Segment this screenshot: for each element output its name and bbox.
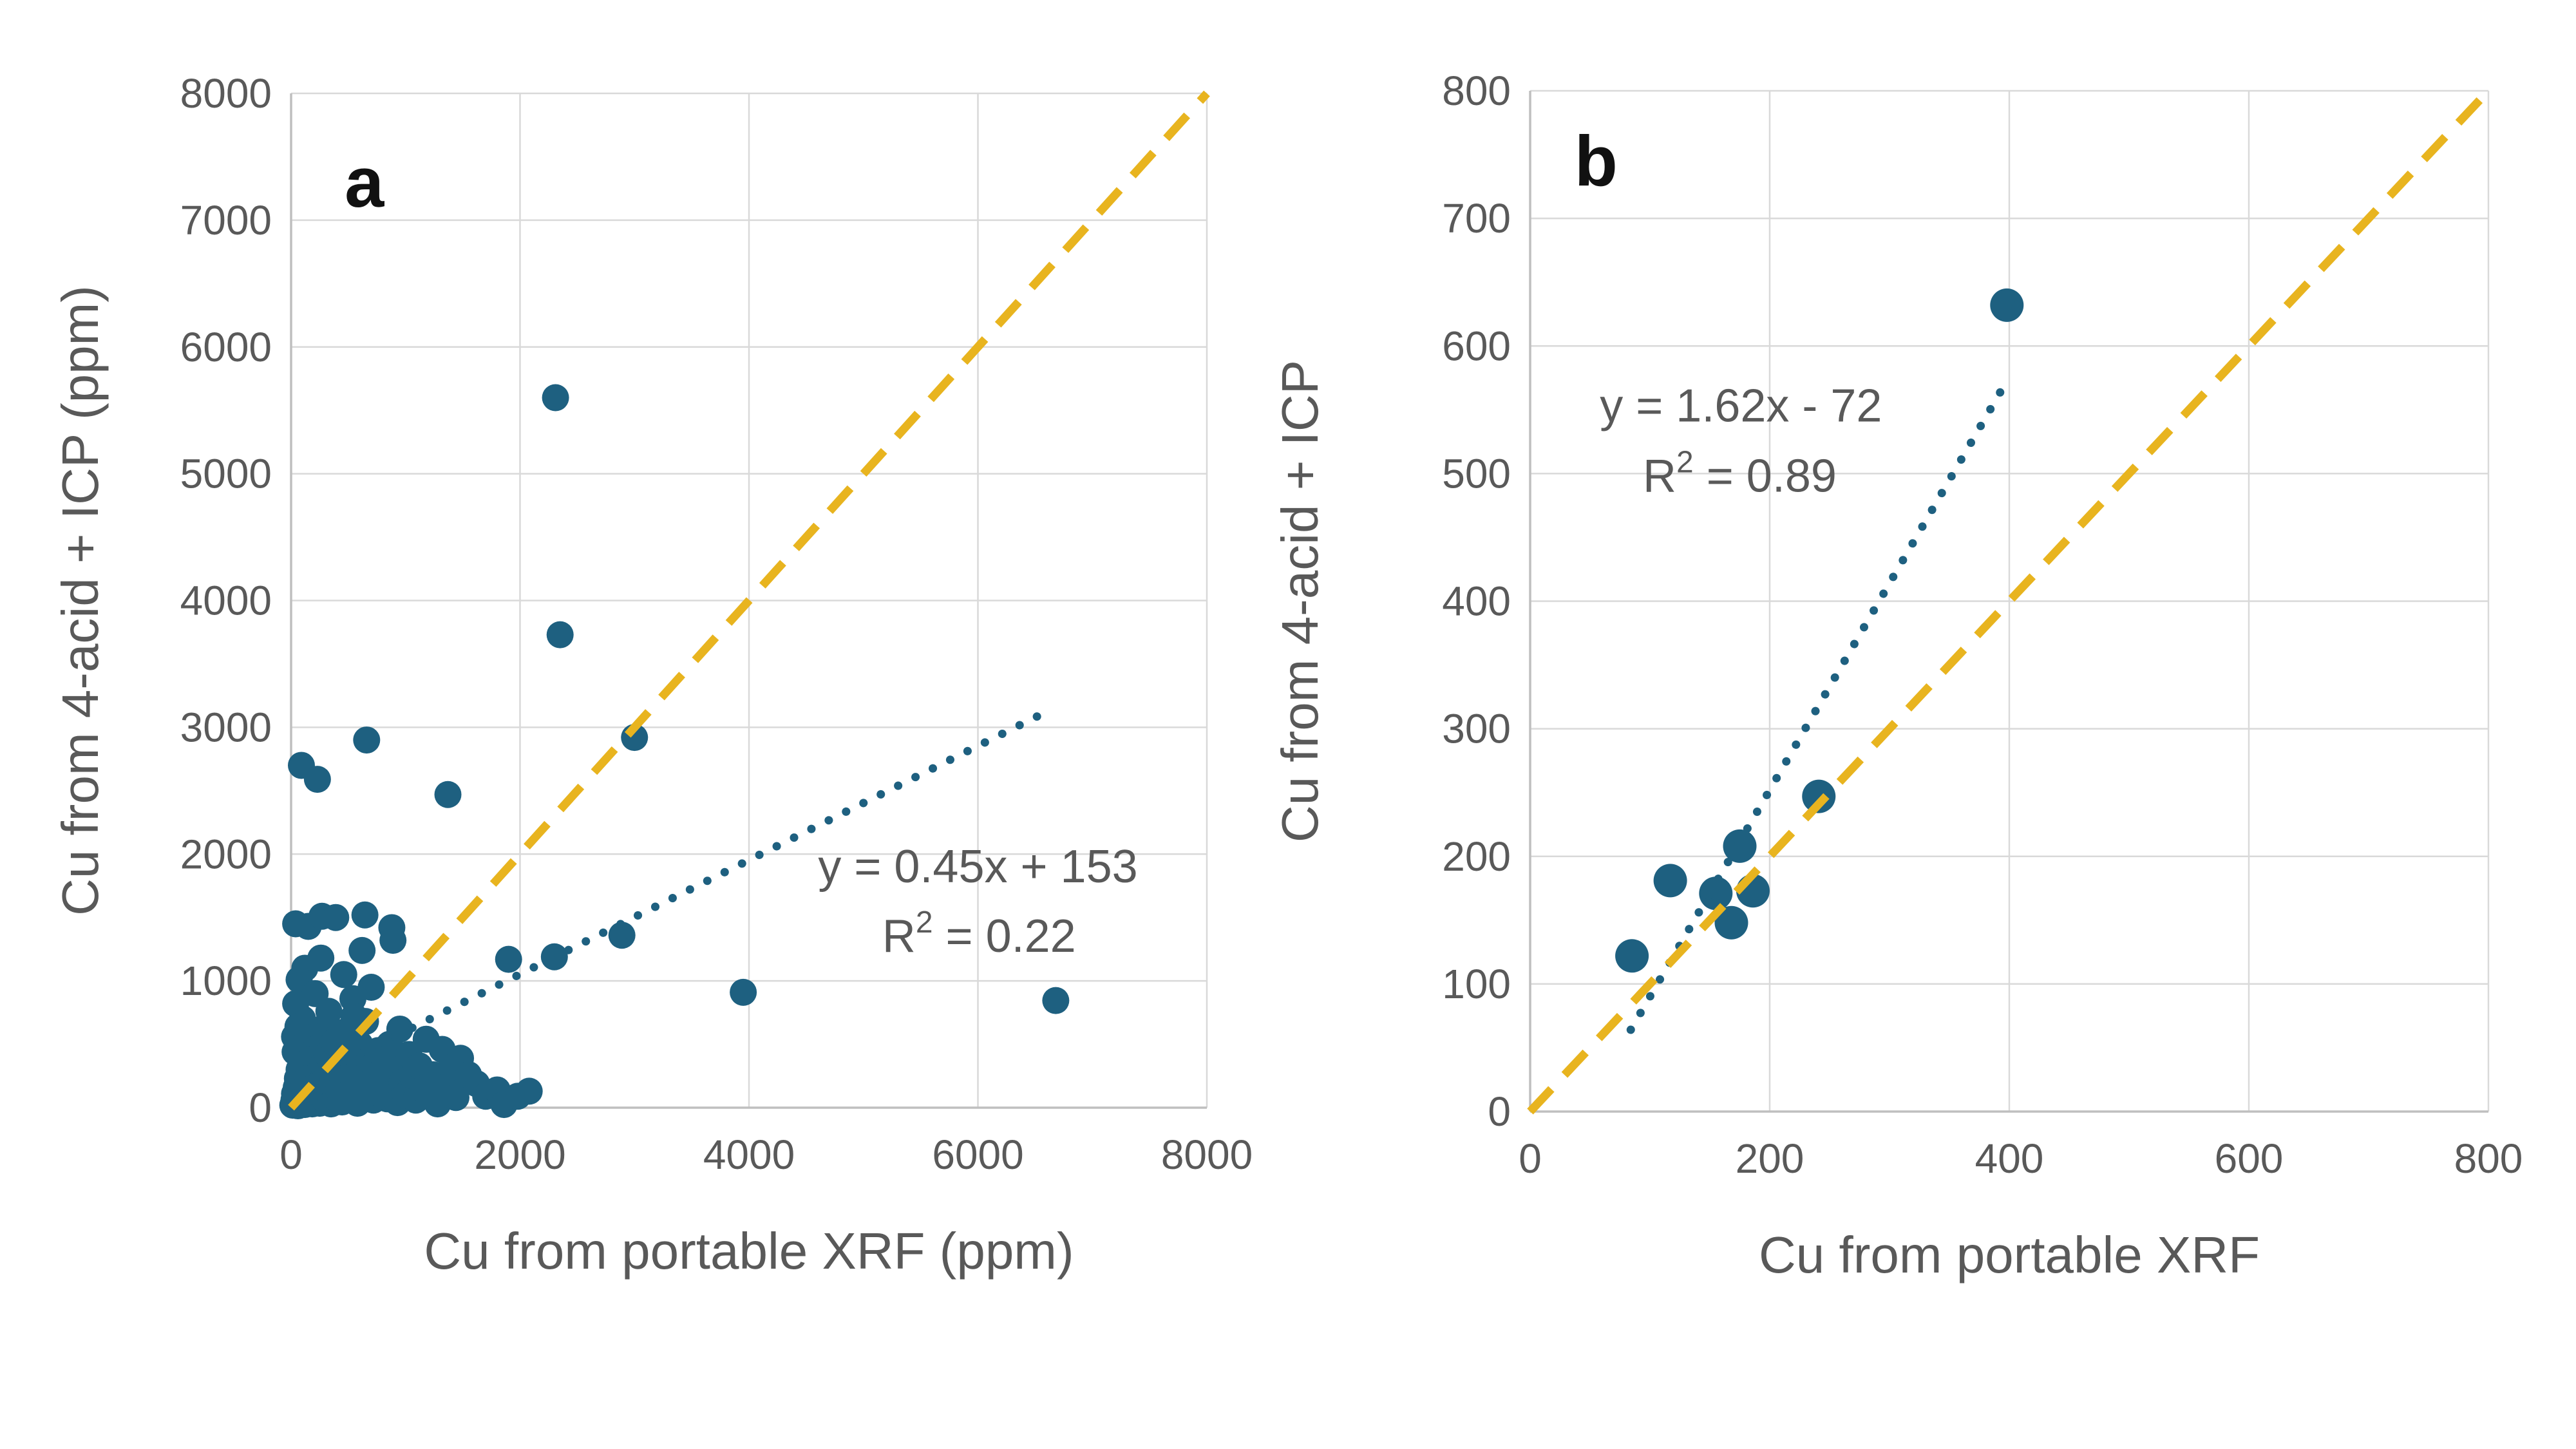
x-tick-label: 2000: [474, 1132, 565, 1178]
x-tick-label: 0: [1519, 1135, 1542, 1182]
y-tick-label: 5000: [180, 451, 272, 497]
data-point: [1699, 876, 1733, 911]
data-point: [357, 973, 385, 1001]
x-tick-label: 800: [2454, 1135, 2523, 1182]
data-point: [1615, 939, 1649, 973]
data-point: [351, 901, 379, 929]
data-point: [303, 766, 331, 793]
y-tick-label: 500: [1442, 450, 1511, 497]
trend-line: [1626, 381, 2009, 1034]
panel-a: 0 2000 4000 6000 8000 0 1000 2000 3000 4000 5000 60…: [52, 70, 1253, 1280]
y-tick-label: 400: [1442, 578, 1511, 625]
y-tick-label: 8000: [180, 70, 272, 117]
y-tick-label: 2000: [180, 831, 272, 877]
x-tick-label: 4000: [703, 1132, 795, 1178]
data-point: [1714, 905, 1748, 940]
trend-r2: R2 = 0.89: [1643, 445, 1837, 502]
trend-equation: y = 1.62x - 72: [1600, 380, 1882, 431]
data-point: [542, 384, 569, 412]
data-point: [348, 936, 376, 964]
data-point: [442, 1084, 469, 1112]
x-axis-title: Cu from portable XRF: [1759, 1226, 2260, 1283]
y-tick-label: 300: [1442, 706, 1511, 752]
x-tick-label: 200: [1736, 1135, 1804, 1182]
y-tick-label: 600: [1442, 323, 1511, 369]
data-point: [1042, 987, 1070, 1014]
identity-line: [288, 90, 1210, 1111]
identity-line: [1527, 88, 2492, 1115]
x-tick-label: 8000: [1161, 1132, 1253, 1178]
y-tick-label: 6000: [180, 324, 272, 370]
data-point: [608, 922, 636, 949]
data-point: [322, 904, 350, 931]
y-tick-label: 100: [1442, 961, 1511, 1007]
data-point: [1802, 779, 1836, 813]
panel-letter: a: [345, 143, 384, 222]
data-point: [330, 961, 357, 989]
trend-line: [304, 710, 1045, 1084]
data-point: [379, 927, 407, 954]
y-axis-title: Cu from 4-acid + ICP (ppm): [52, 285, 109, 916]
y-tick-label: 200: [1442, 833, 1511, 880]
x-tick-label: 600: [2215, 1135, 2284, 1182]
x-tick-label: 0: [279, 1132, 303, 1178]
y-tick-label: 0: [1488, 1088, 1511, 1135]
x-tick-label: 6000: [932, 1132, 1023, 1178]
y-tick-label: 4000: [180, 578, 272, 624]
y-tick-label: 700: [1442, 195, 1511, 242]
data-point: [495, 945, 522, 973]
y-axis-title: Cu from 4-acid + ICP: [1271, 360, 1329, 842]
data-point: [730, 978, 757, 1006]
data-point: [434, 781, 462, 808]
x-tick-label: 400: [1975, 1135, 2044, 1182]
y-tick-label: 0: [249, 1084, 272, 1131]
data-point: [1653, 864, 1687, 898]
scatter-points: [279, 384, 1070, 1120]
y-tick-label: 800: [1442, 68, 1511, 114]
data-point: [1990, 288, 2024, 322]
panel-b: 0 200 400 600 800 0 100 200 300 400 500 600 700 800 Cu…: [1271, 68, 2523, 1283]
data-point: [515, 1077, 543, 1105]
y-tick-label: 3000: [180, 704, 272, 750]
y-tick-label: 1000: [180, 958, 272, 1004]
data-point: [353, 726, 381, 754]
trend-r2: R2 = 0.22: [882, 905, 1076, 962]
x-axis-title: Cu from portable XRF (ppm): [424, 1222, 1074, 1280]
panel-letter: b: [1575, 122, 1618, 201]
data-point: [546, 621, 574, 649]
y-tick-label: 7000: [180, 197, 272, 243]
trend-equation: y = 0.45x + 153: [818, 841, 1137, 893]
